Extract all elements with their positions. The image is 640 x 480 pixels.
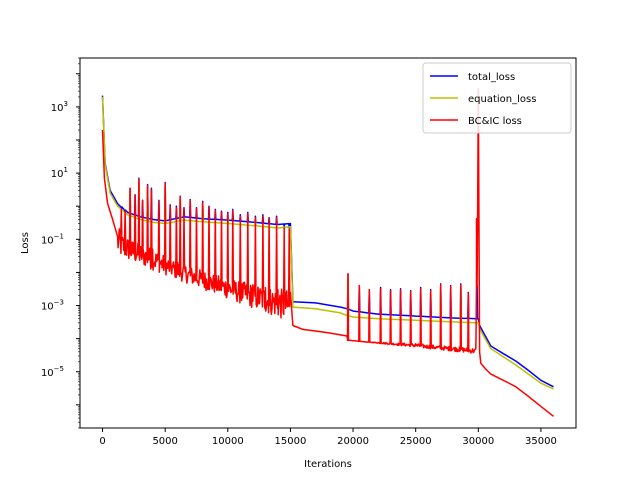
legend: total_loss equation_loss BC&IC loss: [422, 62, 572, 134]
series-line-1: [101, 96, 554, 390]
y-tick-label: 10−1: [41, 232, 64, 246]
x-tick-label: 15000: [275, 436, 307, 447]
x-tick-label: 20000: [337, 436, 369, 447]
y-tick-label: 10−3: [41, 299, 64, 313]
series-bc-ic-loss: [101, 88, 554, 417]
legend-label: total_loss: [468, 72, 515, 83]
x-axis-label: Iterations: [304, 459, 352, 470]
x-axis: 0 5000 10000 15000 20000 25000 30000 35000: [99, 428, 557, 447]
x-tick-label: 0: [99, 436, 105, 447]
x-tick-label: 30000: [462, 436, 494, 447]
x-tick-label: 10000: [212, 436, 244, 447]
x-tick-label: 5000: [152, 436, 177, 447]
y-tick-label: 103: [51, 100, 68, 114]
legend-label: equation_loss: [468, 94, 536, 105]
x-tick-label: 35000: [525, 436, 557, 447]
x-tick-label: 25000: [400, 436, 432, 447]
y-axis-label: Loss: [20, 232, 31, 254]
legend-label: BC&IC loss: [468, 116, 522, 127]
plot-area: [101, 88, 554, 417]
series-equation-loss: [101, 96, 554, 390]
series-line-2: [101, 88, 554, 417]
y-tick-label: 101: [51, 166, 68, 180]
legend-box: [422, 62, 572, 134]
axes-frame: [79, 57, 577, 429]
y-tick-label: 10−5: [41, 365, 64, 379]
y-axis: 10−5 10−3 10−1 101 103: [41, 57, 80, 429]
